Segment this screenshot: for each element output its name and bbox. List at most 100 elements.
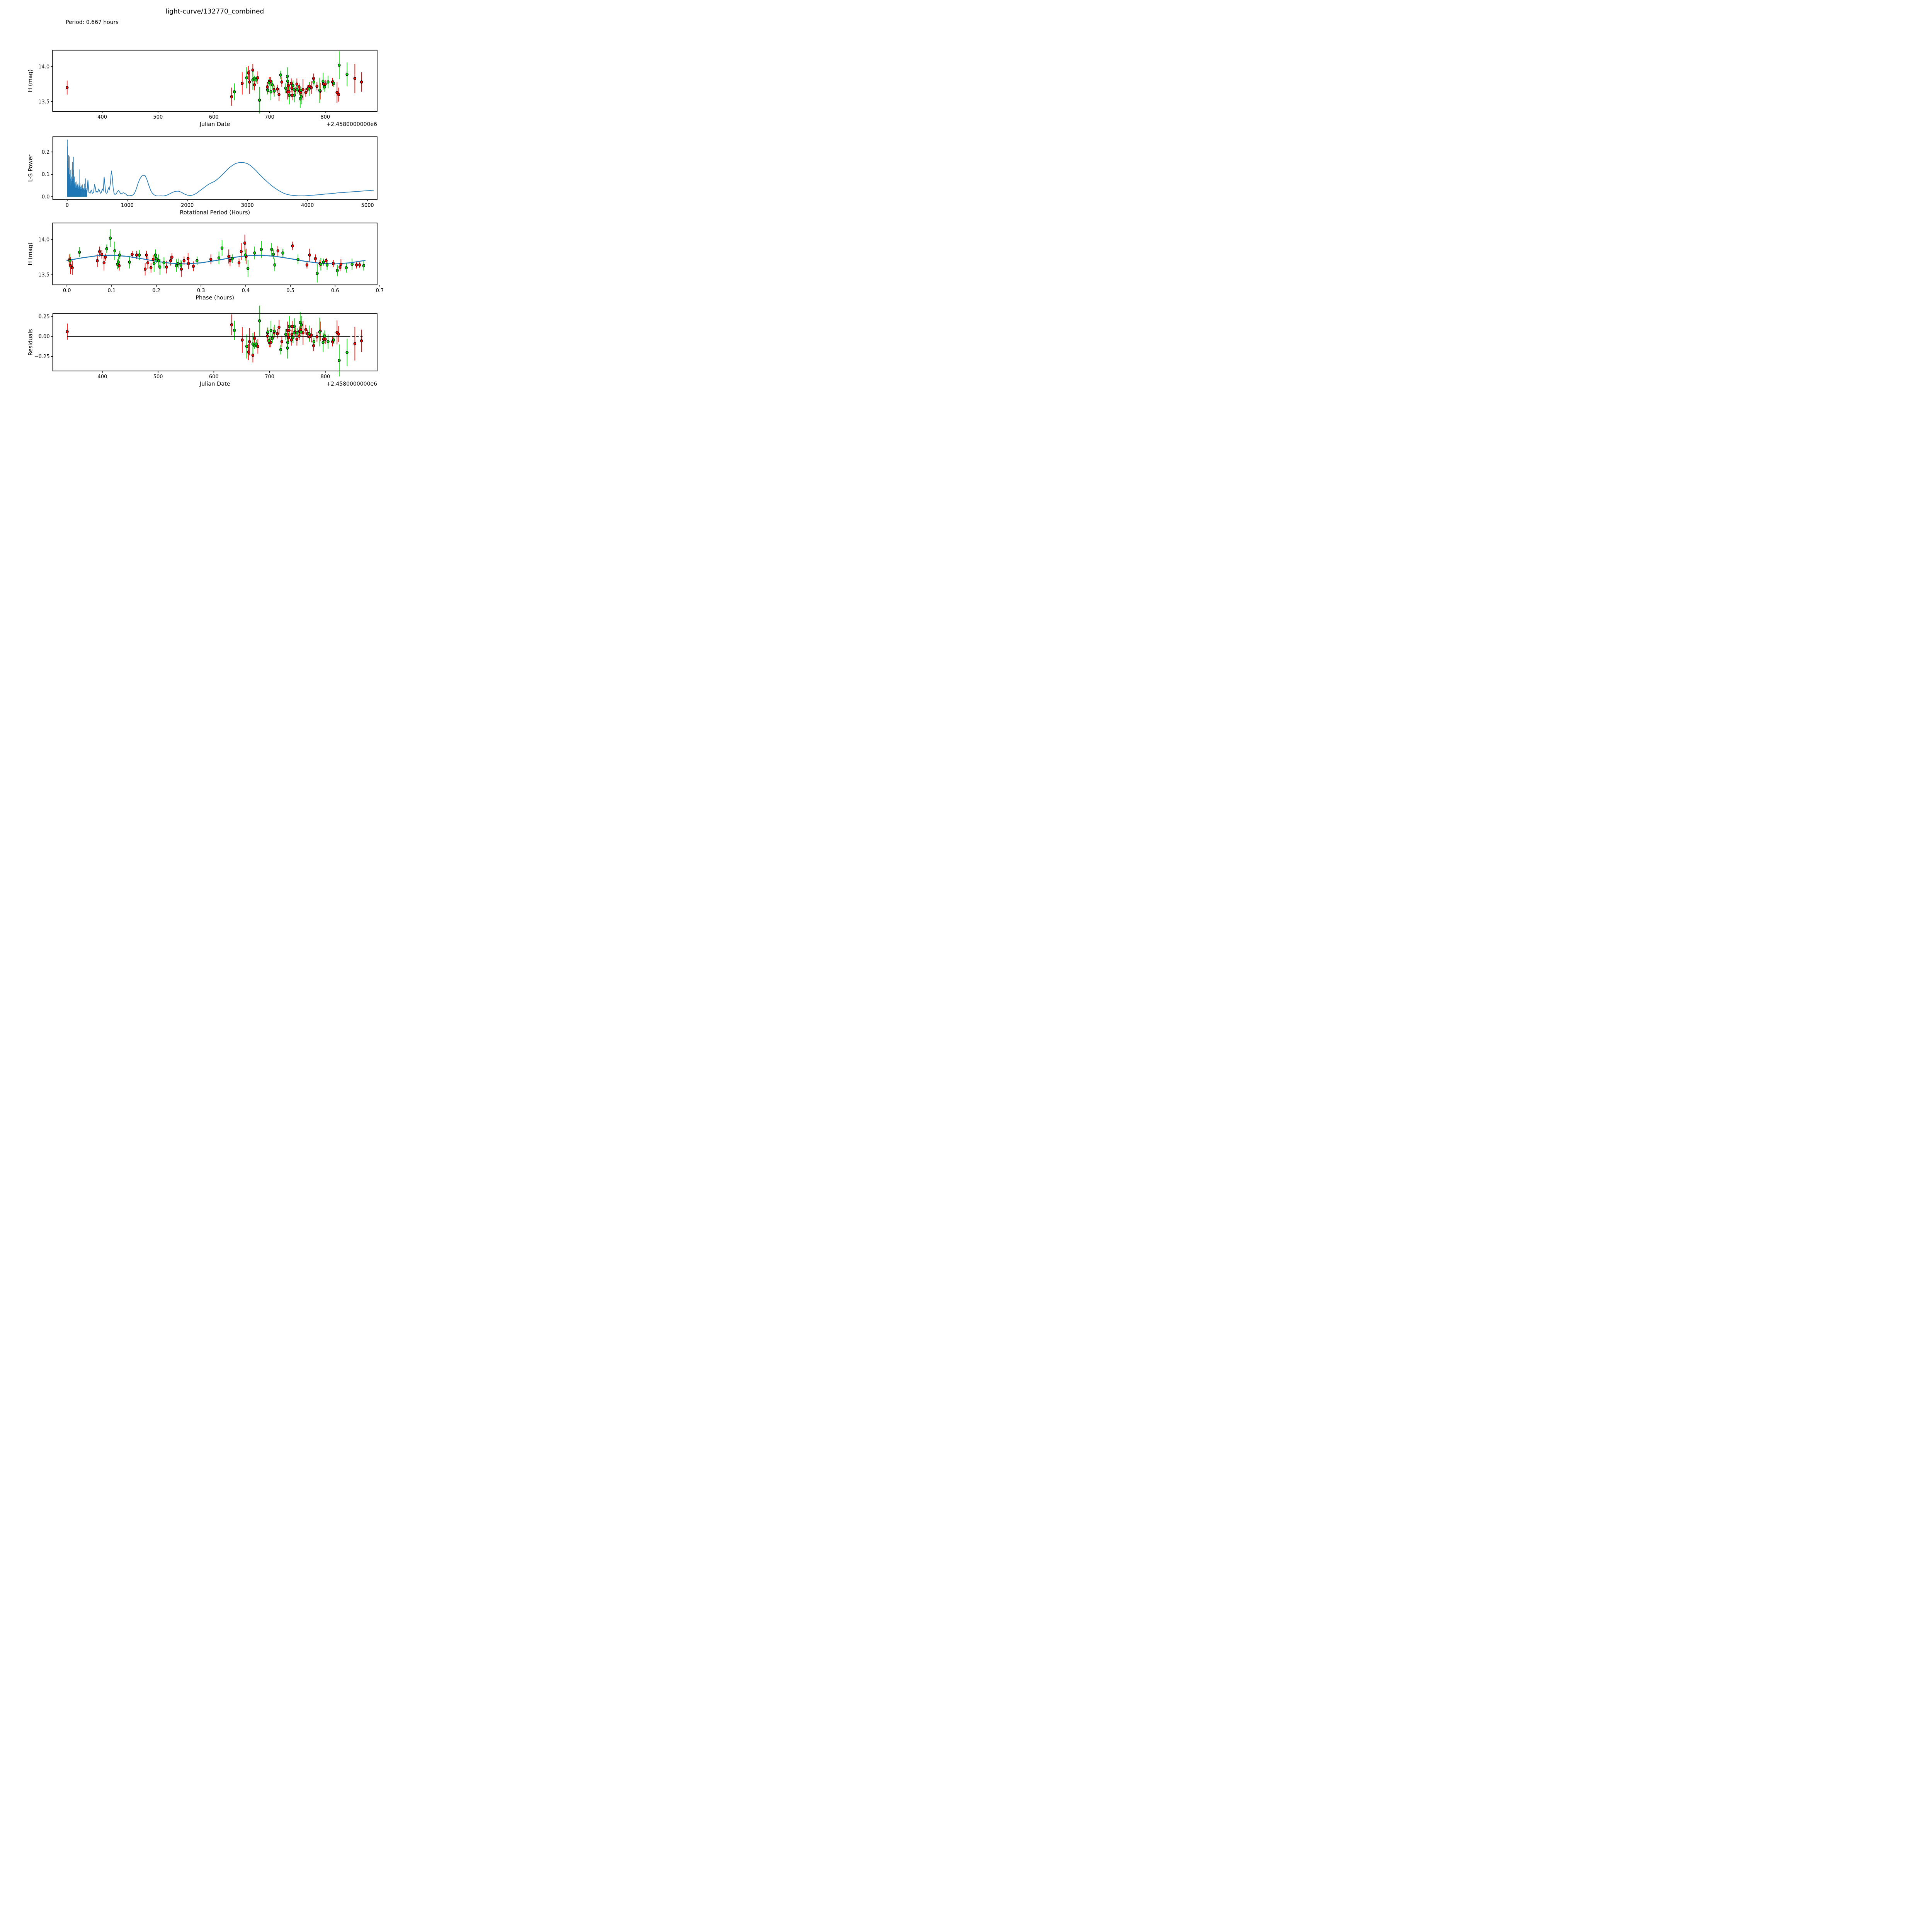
red-residuals-point	[312, 344, 315, 347]
x-tick-label: 500	[153, 114, 163, 120]
red-observations-point	[287, 90, 291, 94]
green-observations-point	[318, 88, 321, 92]
y-tick-label: 0.2	[42, 150, 50, 155]
x-tick-label: 0.7	[376, 288, 384, 294]
jd_lightcurve-axes-box	[52, 49, 378, 112]
red-observations-point	[324, 82, 327, 86]
red-observations-point	[277, 93, 281, 96]
green-observations-point	[177, 262, 180, 265]
x-tick-label: 500	[153, 374, 163, 380]
green-observations-point	[273, 263, 276, 267]
green-residuals-point	[273, 329, 276, 333]
red-residuals-point	[230, 323, 233, 327]
red-residuals-point	[251, 354, 255, 357]
green-observations-point	[158, 265, 162, 269]
red-observations-point	[96, 259, 99, 262]
red-observations-point	[192, 265, 195, 268]
y-tick-label: 14.0	[38, 64, 49, 70]
red-observations-point	[310, 86, 313, 89]
red-observations-point	[276, 87, 279, 91]
phased_lightcurve-axes-box	[52, 223, 378, 286]
periodogram-xlabel: Rotational Period (Hours)	[180, 210, 250, 216]
red-residuals-point	[315, 335, 318, 338]
green-observations-point	[217, 256, 221, 260]
green-observations-point	[157, 259, 160, 262]
red-observations-point	[314, 257, 317, 260]
figure-canvas: light-curve/132770_combined Period: 0.66…	[0, 0, 417, 417]
x-tick-label: 700	[265, 374, 274, 380]
red-observations-point	[182, 259, 185, 262]
green-observations-point	[281, 251, 284, 255]
jd_lightcurve-xlabel: Julian Date	[199, 121, 230, 128]
green-observations-point	[316, 272, 319, 275]
red-observations-point	[186, 257, 190, 260]
red-observations-point	[146, 261, 150, 265]
green-observations-point	[321, 80, 325, 83]
red-residuals-point	[266, 334, 269, 338]
red-observations-point	[169, 259, 172, 262]
residuals-ylabel: Residuals	[28, 329, 34, 356]
green-observations-point	[345, 266, 348, 270]
green-observations-point	[175, 264, 178, 267]
green-residuals-point	[245, 345, 248, 348]
red-observations-point	[339, 262, 343, 266]
red-observations-point	[266, 85, 269, 89]
x-tick-label: 800	[320, 374, 330, 380]
red-observations-point	[69, 264, 72, 267]
green-residuals-point	[323, 334, 327, 338]
red-observations-point	[131, 253, 134, 256]
red-observations-point	[180, 267, 183, 271]
green-observations-point	[322, 260, 325, 264]
x-tick-label: 4000	[301, 203, 314, 209]
red-observations-point	[187, 262, 190, 265]
x-tick-label: 800	[320, 114, 330, 120]
sinusoid-fit-curve	[66, 255, 366, 265]
x-tick-label: 0.1	[108, 288, 116, 294]
green-observations-point	[288, 94, 291, 97]
y-tick-label: 13.5	[38, 272, 49, 278]
y-tick-label: 0.00	[39, 334, 50, 340]
x-tick-label: 400	[97, 114, 107, 120]
red-observations-point	[230, 95, 233, 99]
x-tick-label: 0.4	[242, 288, 250, 294]
red-observations-point	[104, 255, 107, 259]
green-observations-point	[345, 73, 349, 76]
red-observations-point	[151, 257, 155, 261]
green-residuals-point	[233, 328, 236, 332]
y-tick-label: 0.1	[42, 172, 50, 178]
green-observations-point	[113, 249, 116, 253]
green-observations-point	[286, 75, 289, 78]
red-residuals-point	[277, 325, 281, 329]
green-observations-point	[105, 247, 108, 250]
red-observations-point	[287, 84, 290, 87]
x-tick-label: 0.0	[63, 288, 71, 294]
y-tick-label: 0.0	[42, 194, 50, 200]
green-observations-point	[109, 236, 112, 240]
green-observations-point	[196, 259, 199, 262]
green-residuals-point	[296, 331, 299, 335]
green-residuals-point	[286, 341, 289, 344]
green-observations-point	[138, 253, 141, 257]
red-residuals-point	[247, 350, 250, 354]
red-observations-point	[135, 253, 138, 257]
red-residuals-point	[276, 332, 279, 335]
green-residuals-point	[284, 333, 287, 336]
red-residuals-point	[287, 328, 291, 332]
red-observations-point	[143, 267, 147, 271]
red-observations-point	[276, 249, 279, 253]
red-observations-point	[253, 83, 256, 87]
green-observations-point	[296, 257, 299, 261]
red-observations-point	[291, 244, 294, 248]
green-observations-point	[273, 89, 276, 93]
red-residuals-point	[337, 332, 340, 336]
green-observations-point	[245, 76, 248, 80]
green-observations-point	[267, 81, 270, 85]
red-observations-point	[237, 261, 241, 265]
green-observations-point	[231, 257, 234, 260]
red-observations-point	[332, 262, 335, 265]
residuals-axes-box	[52, 313, 378, 372]
red-residuals-point	[360, 339, 363, 343]
y-tick-label: −0.25	[34, 354, 50, 360]
red-observations-point	[209, 257, 213, 261]
green-observations-point	[179, 263, 182, 267]
